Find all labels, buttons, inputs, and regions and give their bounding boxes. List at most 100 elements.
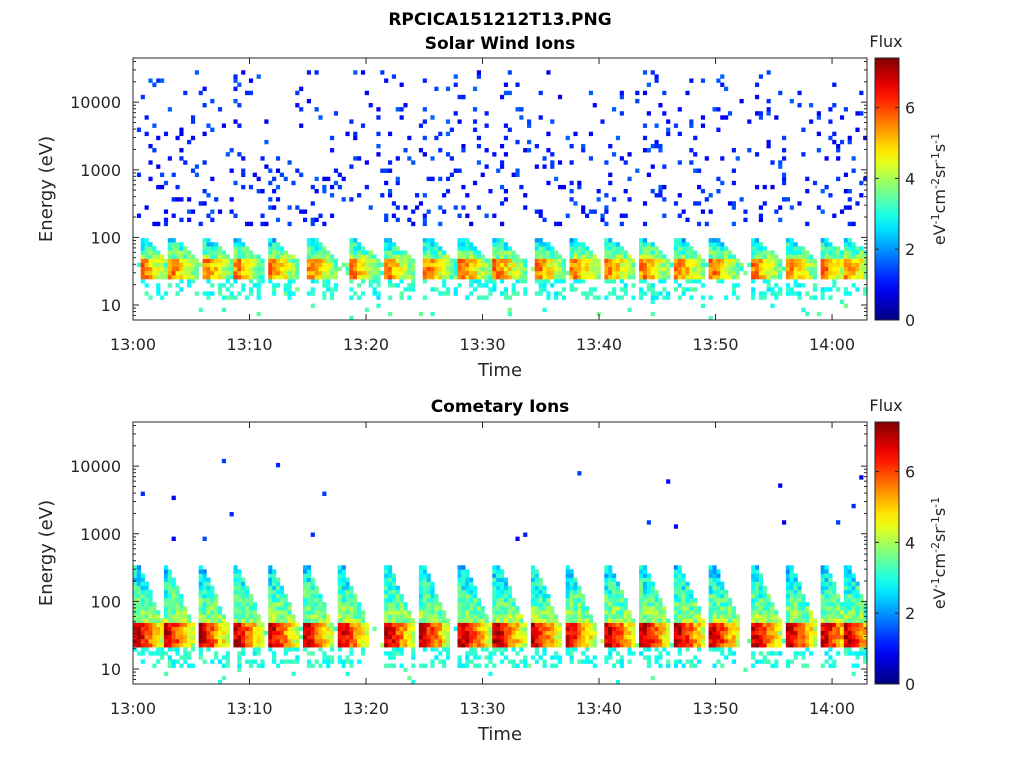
flux-cell <box>349 266 354 272</box>
flux-cell <box>604 577 609 582</box>
flux-cell <box>210 291 215 296</box>
flux-cell <box>673 589 678 595</box>
flux-cell <box>426 622 431 627</box>
flux-cell <box>789 287 794 292</box>
flux-cell <box>716 630 721 636</box>
flux-cell <box>318 258 323 263</box>
flux-cell <box>785 626 791 632</box>
flux-cell <box>411 270 416 276</box>
flux-cell <box>627 274 632 280</box>
flux-cell <box>453 266 458 272</box>
flux-cell <box>646 585 651 591</box>
flux-cell <box>480 254 485 259</box>
flux-cell <box>140 610 145 615</box>
flux-cell <box>349 647 354 652</box>
flux-cell <box>592 638 597 644</box>
flux-cell <box>341 602 346 607</box>
flux-cell <box>144 647 149 652</box>
flux-cell <box>642 598 648 603</box>
flux-cell <box>152 148 157 153</box>
flux-cell <box>812 295 818 300</box>
flux-cell <box>855 274 860 280</box>
flux-cell <box>160 634 165 640</box>
flux-cell <box>565 602 570 607</box>
flux-cell <box>187 638 192 644</box>
flux-cell <box>175 270 180 276</box>
flux-cell <box>461 242 466 247</box>
flux-cell <box>422 266 427 272</box>
flux-cell <box>314 614 319 619</box>
flux-cell <box>751 651 756 656</box>
flux-cell <box>484 647 489 652</box>
flux-cell <box>268 197 273 202</box>
flux-cell <box>500 266 505 272</box>
flux-cell <box>758 614 763 619</box>
flux-cell <box>310 258 315 263</box>
flux-cell <box>785 291 791 296</box>
flux-cell <box>515 634 520 640</box>
flux-cell <box>287 266 292 272</box>
flux-cell <box>233 119 238 124</box>
flux-cell <box>279 274 284 280</box>
flux-cell <box>237 659 242 664</box>
flux-cell <box>357 262 362 268</box>
flux-cell <box>720 74 725 79</box>
flux-cell <box>751 242 756 247</box>
flux-cell <box>639 577 644 582</box>
flux-cell <box>330 270 335 276</box>
flux-cell <box>588 258 594 263</box>
flux-cell <box>252 630 257 636</box>
flux-cell <box>399 663 404 668</box>
flux-cell <box>666 651 671 656</box>
flux-cell <box>685 585 690 591</box>
flux-cell <box>681 274 686 280</box>
flux-cell <box>677 193 682 198</box>
y-tick-label: 10000 <box>70 93 121 112</box>
flux-cell <box>206 291 211 296</box>
flux-cell <box>527 148 532 153</box>
flux-cell <box>252 638 257 644</box>
flux-cell <box>372 626 377 632</box>
flux-cell <box>685 581 690 587</box>
flux-cell <box>820 262 825 268</box>
flux-cell <box>469 242 474 247</box>
flux-cell <box>581 209 586 214</box>
flux-cell <box>245 659 250 664</box>
flux-cell <box>357 274 362 280</box>
flux-cell <box>604 593 609 599</box>
flux-cell <box>716 610 721 615</box>
flux-cell <box>391 266 396 272</box>
flux-cell <box>809 643 814 648</box>
flux-cell <box>202 602 207 607</box>
flux-cell <box>662 279 667 284</box>
flux-cell <box>677 647 682 652</box>
flux-cell <box>581 279 586 284</box>
flux-cell <box>152 634 157 640</box>
plot-frame <box>132 57 868 321</box>
flux-cell <box>364 643 369 648</box>
flux-cell <box>295 626 300 632</box>
flux-cell <box>851 221 856 227</box>
flux-cell <box>391 606 396 611</box>
flux-cell <box>712 242 717 247</box>
flux-cell <box>720 606 725 611</box>
flux-cell <box>310 610 315 615</box>
flux-cell <box>577 630 582 636</box>
flux-cell <box>554 279 559 284</box>
flux-cell <box>712 246 717 251</box>
flux-cell <box>272 618 277 623</box>
flux-cell <box>812 266 818 272</box>
flux-cell <box>500 242 505 247</box>
flux-cell <box>391 242 396 247</box>
flux-cell <box>847 254 852 259</box>
flux-cell <box>677 598 682 603</box>
flux-cell <box>411 221 416 227</box>
flux-cell <box>411 626 416 632</box>
x-tick-label: 13:10 <box>226 335 272 354</box>
flux-cell <box>527 123 532 128</box>
flux-cell <box>279 270 284 276</box>
flux-cell <box>805 643 810 648</box>
flux-cell <box>534 634 539 640</box>
flux-cell <box>724 610 729 615</box>
flux-cell <box>720 643 725 648</box>
